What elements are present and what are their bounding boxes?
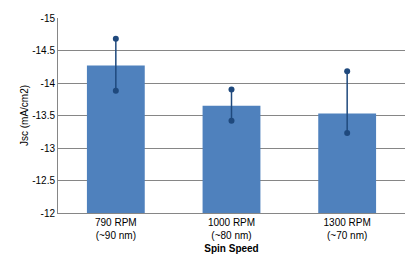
- svg-text:-13: -13: [41, 143, 56, 154]
- svg-text:-14: -14: [41, 78, 56, 89]
- svg-text:1300 RPM(~70 nm): 1300 RPM(~70 nm): [324, 217, 371, 241]
- svg-text:-14.5: -14.5: [32, 45, 55, 56]
- svg-text:-15: -15: [41, 13, 56, 24]
- svg-text:-12.5: -12.5: [32, 175, 55, 186]
- svg-text:-13.5: -13.5: [32, 110, 55, 121]
- svg-text:Jsc (mA/cm2): Jsc (mA/cm2): [19, 85, 30, 146]
- svg-text:1000 RPM(~80 nm): 1000 RPM(~80 nm): [208, 217, 255, 241]
- svg-text:790 RPM(~90 nm): 790 RPM(~90 nm): [95, 217, 137, 241]
- svg-text:Spin Speed: Spin Speed: [204, 243, 258, 254]
- svg-text:-12: -12: [41, 208, 56, 219]
